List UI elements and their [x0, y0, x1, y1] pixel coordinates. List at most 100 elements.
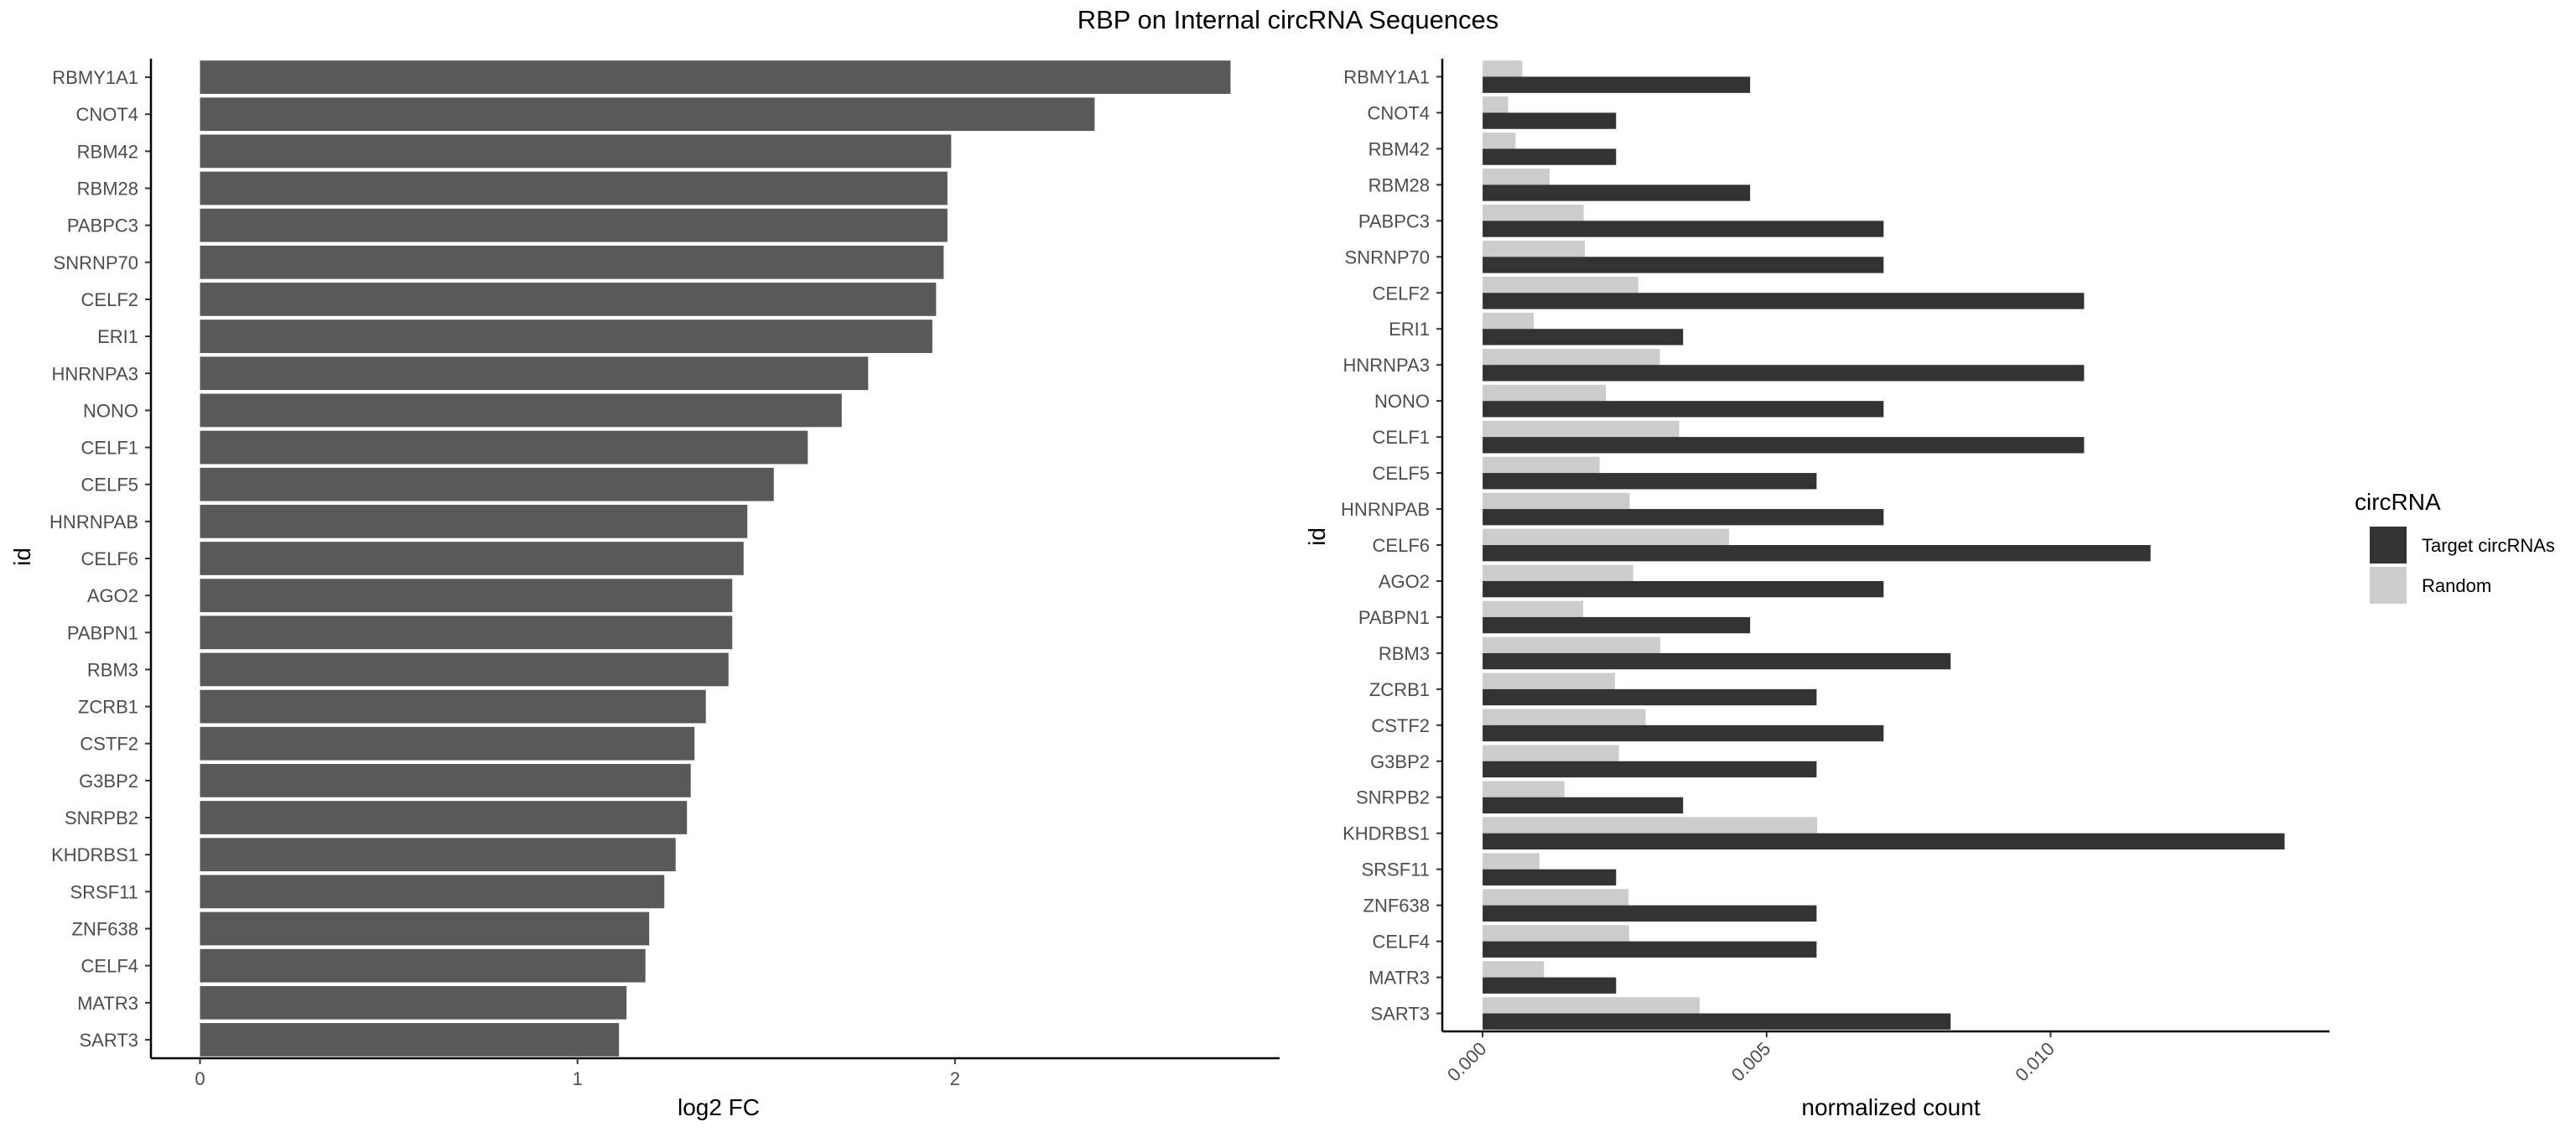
bar-matr3 — [200, 985, 627, 1020]
y-tick-label-pabpc3: PABPC3 — [67, 216, 138, 236]
bar-random-celf4 — [1483, 925, 1629, 942]
y-tick-label-celf1: CELF1 — [81, 438, 138, 459]
bar-celf2 — [200, 283, 937, 316]
bar-target-srsf11 — [1483, 869, 1617, 886]
y-tick-label-hnrnpab: HNRNPAB — [49, 512, 138, 532]
y-tick-label-eri1: ERI1 — [1389, 319, 1430, 340]
bar-random-sart3 — [1483, 997, 1700, 1014]
x-tick-label-0-000: 0.000 — [1443, 1038, 1491, 1086]
right-x-axis-title: normalized count — [1801, 1094, 1980, 1120]
bar-target-celf2 — [1483, 293, 2085, 309]
y-tick-label-cnot4: CNOT4 — [75, 104, 138, 125]
bar-random-rbm42 — [1483, 132, 1516, 149]
right-y-axis-title: id — [1304, 527, 1330, 546]
bar-random-celf2 — [1483, 276, 1639, 293]
y-tick-label-srsf11: SRSF11 — [70, 881, 138, 902]
bar-target-rbm28 — [1483, 184, 1751, 201]
bar-random-srsf11 — [1483, 853, 1540, 870]
bar-random-cnot4 — [1483, 96, 1509, 113]
y-tick-label-zcrb1: ZCRB1 — [78, 697, 138, 718]
bar-zcrb1 — [200, 689, 706, 724]
bar-sart3 — [200, 1023, 620, 1057]
bar-random-nono — [1483, 384, 1607, 402]
y-tick-label-sart3: SART3 — [79, 1030, 138, 1051]
bar-target-celf5 — [1483, 473, 1817, 490]
bar-target-rbmy1a1 — [1483, 76, 1751, 93]
bar-target-ago2 — [1483, 580, 1884, 598]
y-tick-label-hnrnpab: HNRNPAB — [1341, 499, 1430, 520]
bar-celf1 — [200, 430, 808, 465]
y-tick-label-sart3: SART3 — [1370, 1004, 1430, 1025]
bar-rbmy1a1 — [200, 60, 1231, 94]
bar-random-pabpc3 — [1483, 205, 1584, 221]
y-tick-label-znf638: ZNF638 — [1363, 896, 1430, 917]
y-tick-label-celf2: CELF2 — [1373, 283, 1430, 304]
y-tick-label-ago2: AGO2 — [1379, 571, 1430, 592]
y-tick-label-khdrbs1: KHDRBS1 — [1343, 823, 1430, 844]
bar-target-matr3 — [1483, 977, 1617, 994]
bar-rbm28 — [200, 171, 948, 205]
bar-cstf2 — [200, 726, 695, 761]
y-tick-label-nono: NONO — [83, 400, 138, 421]
bar-random-hnrnpa3 — [1483, 348, 1660, 366]
y-tick-label-celf4: CELF4 — [1373, 932, 1430, 953]
bar-target-cstf2 — [1483, 724, 1884, 742]
legend-label-random: Random — [2422, 575, 2491, 596]
bar-target-sart3 — [1483, 1013, 1951, 1030]
bar-snrnp70 — [200, 245, 944, 279]
y-tick-label-rbm28: RBM28 — [77, 179, 138, 200]
y-tick-label-rbmy1a1: RBMY1A1 — [52, 67, 138, 88]
y-tick-label-cnot4: CNOT4 — [1367, 102, 1430, 123]
bar-target-hnrnpab — [1483, 509, 1884, 526]
bar-pabpn1 — [200, 615, 733, 650]
bar-nono — [200, 393, 842, 428]
bar-target-rbm3 — [1483, 652, 1951, 670]
bar-target-celf4 — [1483, 941, 1817, 958]
legend-title: circRNA — [2355, 489, 2441, 515]
y-tick-label-rbmy1a1: RBMY1A1 — [1343, 66, 1430, 87]
y-tick-label-zcrb1: ZCRB1 — [1369, 679, 1430, 700]
bar-random-celf1 — [1483, 420, 1680, 438]
y-tick-label-g3bp2: G3BP2 — [1370, 751, 1430, 772]
right-panel: RBMY1A1 CNOT4 RBM42 RBM28 PABPC3 SNRNP70 CELF2… — [1341, 59, 2329, 1085]
bar-target-snrnp70 — [1483, 257, 1884, 273]
y-tick-label-srsf11: SRSF11 — [1361, 860, 1430, 880]
bar-target-nono — [1483, 401, 1884, 418]
x-tick-label-2: 2 — [950, 1068, 960, 1089]
x-tick-label-0-005: 0.005 — [1727, 1038, 1775, 1086]
bar-target-celf6 — [1483, 545, 2151, 562]
left-y-axis-title: id — [9, 548, 35, 566]
y-tick-label-khdrbs1: KHDRBS1 — [51, 844, 138, 865]
bar-target-znf638 — [1483, 905, 1817, 922]
bar-random-hnrnpab — [1483, 492, 1630, 510]
legend-key-target-circrnas — [2370, 527, 2407, 564]
bar-target-cnot4 — [1483, 112, 1617, 129]
left-panel: RBMY1A1 CNOT4 RBM42 RBM28 PABPC3 SNRNP70 CELF2… — [49, 59, 1280, 1089]
y-tick-label-celf5: CELF5 — [1373, 463, 1430, 484]
y-tick-label-snrnp70: SNRNP70 — [54, 252, 138, 273]
bar-snrpb2 — [200, 801, 688, 834]
bar-target-khdrbs1 — [1483, 833, 2285, 850]
y-tick-label-znf638: ZNF638 — [72, 918, 138, 939]
x-tick-label-0-010: 0.010 — [2011, 1038, 2059, 1086]
legend: circRNA Target circRNAs Random — [2355, 489, 2555, 604]
left-x-axis-title: log2 FC — [678, 1094, 760, 1120]
y-tick-label-nono: NONO — [1374, 391, 1430, 412]
y-tick-label-rbm42: RBM42 — [1368, 138, 1430, 159]
bar-rbm42 — [200, 134, 952, 169]
y-tick-label-matr3: MATR3 — [1368, 968, 1430, 989]
y-tick-label-hnrnpa3: HNRNPA3 — [51, 363, 138, 384]
y-tick-label-eri1: ERI1 — [97, 326, 138, 347]
bar-random-rbm3 — [1483, 636, 1661, 653]
bar-random-g3bp2 — [1483, 745, 1619, 761]
bar-hnrnpab — [200, 504, 748, 538]
y-tick-label-celf2: CELF2 — [81, 289, 138, 310]
bar-target-g3bp2 — [1483, 761, 1817, 778]
bar-celf4 — [200, 948, 646, 983]
bar-hnrnpa3 — [200, 356, 869, 391]
bar-random-ago2 — [1483, 564, 1633, 581]
bar-znf638 — [200, 911, 650, 946]
bar-random-pabpn1 — [1483, 600, 1583, 617]
y-tick-label-g3bp2: G3BP2 — [79, 771, 138, 792]
